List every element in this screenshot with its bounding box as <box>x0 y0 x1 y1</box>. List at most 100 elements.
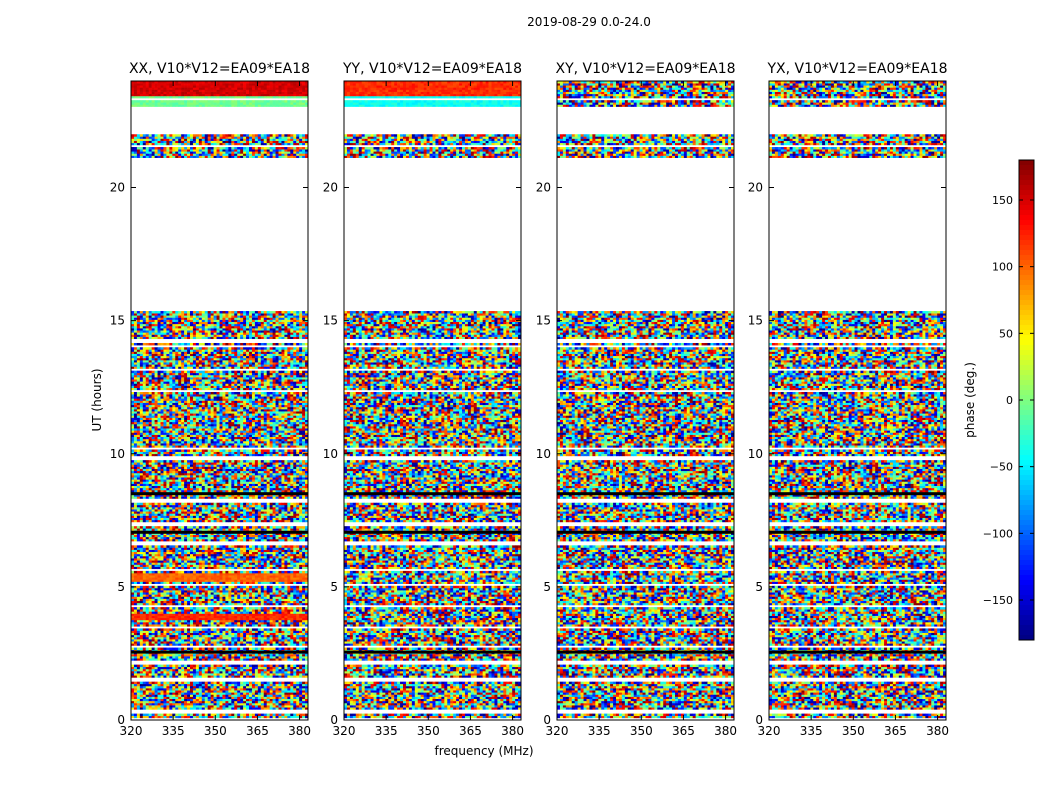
heatmap-cell <box>214 692 217 694</box>
heatmap-cell <box>193 684 196 686</box>
heatmap-cell <box>302 682 305 684</box>
heatmap-cell <box>169 714 172 716</box>
heatmap-cell <box>196 682 199 684</box>
heatmap-cell <box>225 705 228 707</box>
heatmap-cell <box>249 714 252 716</box>
heatmap-cell <box>252 705 255 707</box>
heatmap-cell <box>231 707 234 709</box>
heatmap-cell <box>281 686 284 688</box>
heatmap-cell <box>279 675 282 677</box>
heatmap-cell <box>149 697 152 699</box>
heatmap-cell <box>264 675 267 677</box>
heatmap-cell <box>137 697 140 699</box>
heatmap-cell <box>187 699 190 701</box>
heatmap-cell <box>296 699 299 701</box>
heatmap-cell <box>293 703 296 705</box>
heatmap-cell <box>240 705 243 707</box>
heatmap-cell <box>258 701 261 703</box>
heatmap-cell <box>211 707 214 709</box>
heatmap-cell <box>273 699 276 701</box>
heatmap-cell <box>287 714 290 716</box>
heatmap-cell <box>158 675 161 677</box>
heatmap-cell <box>267 688 270 690</box>
heatmap-cell <box>211 714 214 716</box>
heatmap-cell <box>240 675 243 677</box>
heatmap-cell <box>284 690 287 692</box>
heatmap-cell <box>193 705 196 707</box>
heatmap-cell <box>155 688 158 690</box>
heatmap-cell <box>143 705 146 707</box>
heatmap-cell <box>231 699 234 701</box>
heatmap-cell <box>193 703 196 705</box>
heatmap-cell <box>228 707 231 709</box>
heatmap-cell <box>299 690 302 692</box>
heatmap-cell <box>172 697 175 699</box>
heatmap-cell <box>196 703 199 705</box>
heatmap-cell <box>146 675 149 677</box>
heatmap-cell <box>205 697 208 699</box>
heatmap-cell <box>140 686 143 688</box>
heatmap-cell <box>273 684 276 686</box>
heatmap-cell <box>240 707 243 709</box>
heatmap-cell <box>187 701 190 703</box>
heatmap-cell <box>281 699 284 701</box>
heatmap-cell <box>172 684 175 686</box>
heatmap-cell <box>163 699 166 701</box>
heatmap-cell <box>166 707 169 709</box>
heatmap-cell <box>246 694 249 696</box>
heatmap-cell <box>181 705 184 707</box>
heatmap-cell <box>225 684 228 686</box>
heatmap-cell <box>199 694 202 696</box>
heatmap-cell <box>155 686 158 688</box>
heatmap-cell <box>222 688 225 690</box>
heatmap-cell <box>296 694 299 696</box>
heatmap-cell <box>169 692 172 694</box>
heatmap-cell <box>231 686 234 688</box>
heatmap-cell <box>261 701 264 703</box>
heatmap-cell <box>149 682 152 684</box>
heatmap-cell <box>252 707 255 709</box>
heatmap-cell <box>270 707 273 709</box>
heatmap-cell <box>149 684 152 686</box>
heatmap-cell <box>281 688 284 690</box>
heatmap-cell <box>231 697 234 699</box>
heatmap-cell <box>184 688 187 690</box>
panel-title: XX, V10*V12=EA09*EA18 <box>129 61 310 77</box>
heatmap-cell <box>264 694 267 696</box>
heatmap-cell <box>255 675 258 677</box>
heatmap-cell <box>172 705 175 707</box>
heatmap-cell <box>149 675 152 677</box>
heatmap-cell <box>137 701 140 703</box>
heatmap-cell <box>199 682 202 684</box>
heatmap-cell <box>217 701 220 703</box>
heatmap-cell <box>205 703 208 705</box>
heatmap-cell <box>267 699 270 701</box>
heatmap-cell <box>134 682 137 684</box>
heatmap-cell <box>252 690 255 692</box>
heatmap-cell <box>175 686 178 688</box>
heatmap-cell <box>169 699 172 701</box>
heatmap-cell <box>152 714 155 716</box>
heatmap-cell <box>220 688 223 690</box>
heatmap-cell <box>267 694 270 696</box>
heatmap-cell <box>246 682 249 684</box>
heatmap-cell <box>205 688 208 690</box>
heatmap-cell <box>249 688 252 690</box>
heatmap-cell <box>166 688 169 690</box>
heatmap-cell <box>152 682 155 684</box>
heatmap-cell <box>261 692 264 694</box>
heatmap-cell <box>249 701 252 703</box>
heatmap-cell <box>249 705 252 707</box>
heatmap-cell <box>267 703 270 705</box>
heatmap-cell <box>163 688 166 690</box>
heatmap-cell <box>152 701 155 703</box>
heatmap-cell <box>211 705 214 707</box>
heatmap-cell <box>163 705 166 707</box>
heatmap-cell <box>169 716 172 718</box>
heatmap-cell <box>279 694 282 696</box>
heatmap-cell <box>270 714 273 716</box>
heatmap-cell <box>258 694 261 696</box>
heatmap-cell <box>193 716 196 718</box>
heatmap-cell <box>237 703 240 705</box>
heatmap-cell <box>143 694 146 696</box>
